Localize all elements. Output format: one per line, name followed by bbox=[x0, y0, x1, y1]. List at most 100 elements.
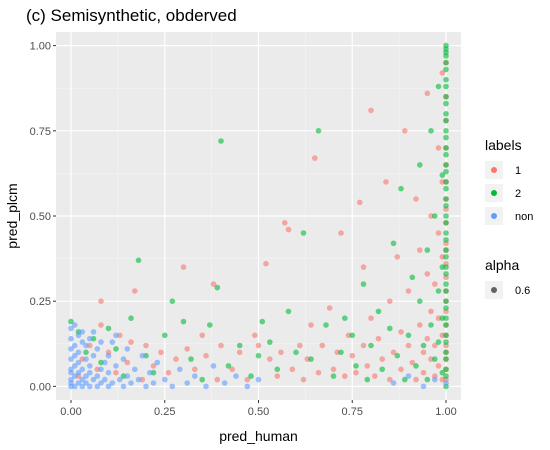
data-point-non bbox=[79, 339, 86, 345]
data-point-2 bbox=[424, 376, 431, 383]
data-point-2 bbox=[443, 213, 449, 219]
data-point-1 bbox=[124, 359, 131, 366]
data-point-1 bbox=[435, 230, 442, 236]
data-point-non bbox=[432, 376, 438, 383]
data-point-2 bbox=[274, 366, 281, 373]
data-point-non bbox=[420, 383, 427, 390]
y-tick-label: 1.00 bbox=[30, 41, 51, 53]
data-point-non bbox=[68, 335, 74, 342]
data-point-non bbox=[94, 373, 101, 379]
data-point-non bbox=[72, 322, 78, 328]
data-point-non bbox=[72, 373, 78, 379]
data-point-2 bbox=[443, 271, 449, 277]
data-point-2 bbox=[128, 315, 134, 322]
data-point-non bbox=[203, 383, 209, 390]
data-point-1 bbox=[282, 220, 288, 226]
data-point-2 bbox=[308, 356, 314, 362]
data-point-1 bbox=[432, 281, 438, 287]
data-point-2 bbox=[420, 342, 427, 349]
data-point-1 bbox=[390, 349, 397, 356]
data-point-2 bbox=[435, 83, 442, 90]
data-point-2 bbox=[424, 247, 431, 253]
data-point-1 bbox=[428, 308, 434, 315]
data-point-1 bbox=[255, 342, 262, 349]
legend-alpha-label: 0.6 bbox=[515, 285, 530, 297]
data-point-2 bbox=[443, 100, 449, 107]
data-point-1 bbox=[405, 342, 412, 349]
data-point-1 bbox=[409, 359, 416, 366]
legend-alpha-key bbox=[491, 287, 497, 293]
data-point-2 bbox=[443, 373, 449, 379]
data-point-2 bbox=[162, 332, 168, 339]
data-point-2 bbox=[443, 196, 449, 202]
data-point-2 bbox=[443, 305, 449, 311]
data-point-2 bbox=[443, 298, 449, 305]
data-point-1 bbox=[173, 356, 179, 362]
data-point-1 bbox=[252, 332, 258, 339]
data-point-1 bbox=[203, 352, 209, 359]
data-point-2 bbox=[259, 318, 266, 325]
data-point-2 bbox=[443, 315, 449, 322]
data-point-2 bbox=[413, 363, 419, 369]
data-point-2 bbox=[443, 237, 449, 243]
data-point-non bbox=[255, 376, 262, 383]
data-point-2 bbox=[443, 128, 449, 134]
data-point-2 bbox=[432, 213, 438, 219]
data-point-1 bbox=[402, 128, 408, 134]
data-point-2 bbox=[293, 349, 299, 356]
data-point-1 bbox=[398, 366, 404, 373]
data-point-non bbox=[75, 369, 82, 376]
data-point-2 bbox=[443, 111, 449, 117]
data-point-non bbox=[113, 363, 119, 369]
data-point-1 bbox=[379, 356, 386, 362]
data-point-2 bbox=[83, 349, 89, 356]
y-tick-label: 0.75 bbox=[30, 126, 51, 138]
x-axis-title: pred_human bbox=[219, 428, 298, 444]
data-point-non bbox=[83, 342, 89, 349]
data-point-1 bbox=[274, 373, 281, 379]
data-point-2 bbox=[405, 332, 412, 339]
data-point-1 bbox=[375, 335, 382, 342]
data-point-non bbox=[68, 356, 74, 362]
data-point-non bbox=[83, 373, 89, 379]
data-point-1 bbox=[330, 366, 337, 373]
data-point-1 bbox=[267, 356, 273, 362]
legend-label-2: 2 bbox=[515, 188, 521, 200]
data-point-2 bbox=[435, 339, 442, 345]
chart-title: (c) Semisynthetic, obderved bbox=[26, 6, 237, 25]
data-point-2 bbox=[443, 322, 449, 328]
data-point-1 bbox=[413, 196, 419, 202]
x-tick-label: 1.00 bbox=[435, 406, 456, 418]
data-point-2 bbox=[402, 376, 408, 383]
y-axis-title: pred_plcm bbox=[4, 183, 20, 248]
data-point-2 bbox=[248, 373, 254, 379]
data-point-1 bbox=[383, 179, 389, 185]
x-tick-label: 0.25 bbox=[154, 406, 175, 418]
data-point-2 bbox=[255, 352, 262, 359]
data-point-1 bbox=[312, 155, 318, 161]
y-axis-ticks: 0.00 0.25 0.50 0.75 1.00 bbox=[30, 41, 56, 393]
data-point-2 bbox=[135, 257, 142, 264]
data-point-1 bbox=[98, 298, 104, 305]
data-point-2 bbox=[330, 373, 337, 379]
data-point-1 bbox=[150, 363, 157, 369]
data-point-1 bbox=[360, 264, 367, 270]
data-point-2 bbox=[207, 322, 213, 328]
data-point-non bbox=[169, 383, 176, 390]
data-point-2 bbox=[443, 66, 449, 73]
data-point-1 bbox=[263, 260, 269, 267]
legend-title: labels bbox=[485, 137, 522, 153]
data-point-2 bbox=[105, 325, 112, 332]
data-point-non bbox=[102, 359, 108, 366]
data-point-1 bbox=[357, 199, 363, 206]
data-point-1 bbox=[405, 288, 412, 294]
data-point-1 bbox=[158, 349, 164, 356]
data-point-2 bbox=[443, 356, 449, 362]
data-point-2 bbox=[443, 151, 449, 158]
data-point-2 bbox=[349, 332, 356, 339]
data-point-2 bbox=[435, 288, 442, 294]
data-point-1 bbox=[387, 376, 393, 383]
data-point-1 bbox=[128, 339, 134, 345]
data-point-non bbox=[94, 346, 101, 352]
